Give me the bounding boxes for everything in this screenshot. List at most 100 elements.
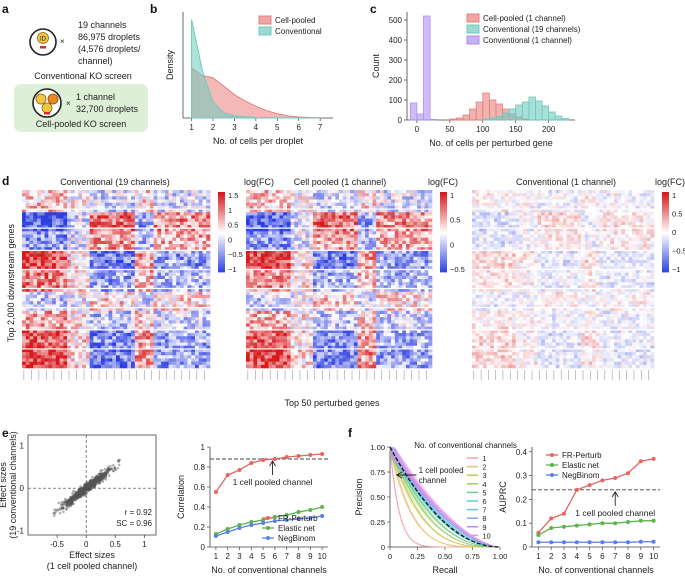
heatmap-cell — [40, 310, 45, 315]
heatmap-cell — [37, 342, 42, 347]
heatmap-cell — [387, 269, 392, 273]
heatmap-cell — [368, 275, 373, 280]
heatmap-cell — [316, 310, 321, 315]
heatmap-cell — [85, 269, 90, 273]
heatmap-cell — [67, 269, 72, 273]
heatmap-cell — [82, 240, 87, 245]
heatmap-cell — [74, 317, 79, 321]
heatmap-cell — [402, 304, 407, 308]
colorbar-segment — [218, 244, 225, 247]
heatmap-cell — [257, 193, 262, 197]
heatmap-cell — [387, 209, 392, 213]
heatmap-cell — [179, 339, 184, 343]
heatmap-cell — [350, 288, 355, 293]
heatmap-cell — [44, 361, 49, 366]
heatmap-cell — [202, 202, 207, 207]
heatmap-cell — [164, 282, 169, 286]
heatmap-cell — [309, 244, 314, 248]
heatmap-cell — [89, 288, 94, 293]
heatmap-cell — [179, 209, 184, 213]
heatmap-cell — [63, 298, 68, 302]
heatmap-cell — [44, 285, 49, 289]
heatmap-cell — [157, 205, 162, 210]
heatmap-cell — [350, 263, 355, 267]
heatmap-cell — [59, 313, 64, 318]
heatmap-cell — [346, 263, 351, 267]
heatmap-cell — [112, 218, 117, 223]
heatmap-cell — [309, 231, 314, 235]
heatmap-cell — [48, 358, 53, 362]
heatmap-cell — [206, 323, 211, 327]
heatmap-cell — [342, 237, 347, 242]
heatmap-cell — [161, 326, 166, 331]
heatmap-cell — [85, 253, 90, 258]
heatmap-cell — [383, 218, 388, 223]
heatmap-cell — [164, 190, 169, 194]
heatmap-cell — [138, 209, 143, 213]
heatmap-cell — [172, 320, 177, 324]
heatmap-cell — [206, 288, 211, 293]
heatmap-cell — [428, 259, 433, 264]
heatmap-cell — [346, 313, 351, 318]
heatmap-cell — [309, 285, 314, 289]
heatmap-cell — [420, 215, 425, 219]
heatmap-cell — [402, 285, 407, 289]
heatmap-cell — [376, 237, 381, 242]
heatmap-cell — [339, 313, 344, 318]
heatmap-cell — [202, 237, 207, 242]
heatmap-cell — [134, 329, 139, 334]
heatmap-cell — [108, 329, 113, 334]
heatmap-cell — [142, 291, 147, 296]
heatmap-cell — [272, 259, 277, 264]
heatmap-cell — [339, 304, 344, 308]
heatmap-cell — [191, 228, 196, 232]
heatmap-cell — [153, 237, 158, 242]
heatmap-cell — [149, 269, 154, 273]
heatmap-cell — [283, 263, 288, 267]
heatmap-cell — [194, 212, 200, 216]
heatmap-cell — [48, 342, 53, 347]
heatmap-cell — [78, 345, 83, 350]
heatmap-cell — [134, 307, 139, 312]
heatmap-cell — [127, 228, 132, 232]
heatmap-cell — [191, 317, 196, 321]
heatmap-cell — [59, 317, 64, 321]
heatmap-cell — [78, 313, 83, 318]
heatmap-cell — [331, 282, 336, 286]
heatmap-cell — [74, 352, 79, 356]
heatmap-cell — [372, 228, 377, 232]
heatmap-cell — [59, 323, 64, 327]
heatmap-cell — [108, 358, 113, 362]
heatmap-cell — [331, 215, 336, 219]
heatmap-cell — [123, 253, 128, 258]
heatmap-cell — [260, 304, 265, 308]
heatmap-cell — [316, 263, 321, 267]
colorbar-segment — [218, 242, 225, 245]
heatmap-cell — [405, 212, 410, 216]
heatmap-cell — [146, 212, 151, 216]
heatmap-cell — [176, 345, 181, 350]
heatmap-cell — [283, 313, 288, 318]
heatmap-cell — [290, 224, 295, 229]
heatmap-cell — [402, 244, 407, 248]
heatmap-cell — [138, 342, 143, 347]
heatmap-cell — [391, 244, 396, 248]
heatmap-cell — [249, 234, 254, 238]
heatmap-cell — [353, 298, 358, 302]
heatmap-cell — [335, 313, 340, 318]
heatmap-cell — [191, 313, 196, 318]
heatmap-cell — [264, 294, 269, 299]
heatmap-cell — [206, 263, 211, 267]
heatmap-cell — [316, 228, 321, 232]
heatmap-cell — [176, 212, 181, 216]
heatmap-cell — [350, 282, 355, 286]
heatmap-cell — [301, 285, 306, 289]
heatmap-cell — [112, 240, 117, 245]
heatmap-cell — [279, 196, 284, 200]
heatmap-cell — [52, 263, 57, 267]
heatmap-cell — [85, 231, 90, 235]
heatmap-cell — [48, 272, 53, 277]
heatmap-cell — [44, 326, 49, 331]
heatmap-cell — [253, 291, 258, 296]
heatmap-cell — [108, 256, 113, 261]
